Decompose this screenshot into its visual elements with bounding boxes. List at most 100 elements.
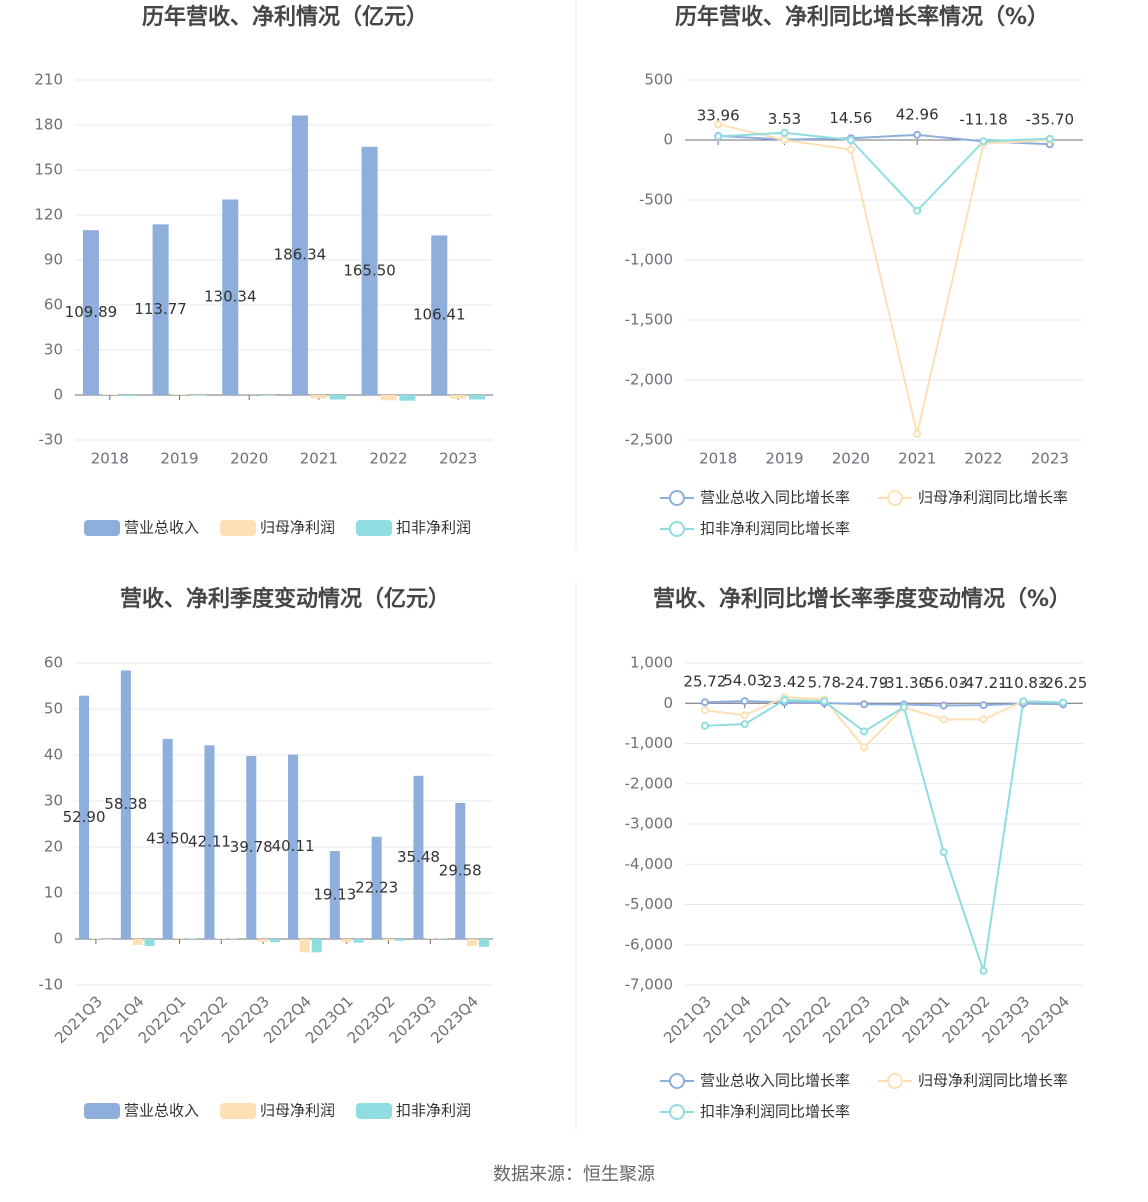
value-label: -26.25 [1039,674,1087,692]
legend-label: 营业总收入 [124,519,199,537]
x-tick-label: 2018 [699,450,737,468]
bar [478,939,489,947]
point [913,130,922,139]
bar [291,115,308,396]
x-tick-label: 2020 [832,450,870,468]
legend-marker [887,1073,903,1089]
legend-swatch [220,1103,256,1119]
legend-label: 营业总收入同比增长率 [700,1072,850,1090]
line [718,133,1050,146]
bar [174,938,185,939]
bar [171,394,188,395]
value-label: -56.03 [920,674,968,692]
chart-title: 营收、净利季度变动情况（亿元） [120,586,450,612]
y-tick-label: -7,000 [625,976,673,994]
bar [258,939,269,942]
point [979,701,988,710]
value-label: 29.58 [439,861,482,879]
point [820,697,829,706]
value-label: 186.34 [274,246,327,264]
y-tick-label: -6,000 [625,935,673,953]
y-tick-label: -1,000 [625,251,673,269]
point [913,206,922,215]
value-label: -11.18 [959,111,1007,129]
point [979,715,988,724]
legend-label: 营业总收入 [124,1102,199,1120]
point [700,706,709,715]
y-tick-label: -1,000 [625,734,673,752]
value-label: 54.03 [723,672,766,690]
value-label: -35.70 [1026,111,1074,129]
bar [467,939,478,946]
bar [82,230,99,395]
bar [329,851,340,939]
x-tick-label: 2018 [91,450,129,468]
chart-title: 历年营收、净利情况（亿元） [142,4,428,30]
y-tick-label: -1,500 [625,311,673,329]
x-tick-label: 2019 [765,450,803,468]
point [979,966,988,975]
value-label: 23.42 [763,673,806,691]
value-label: 39.78 [230,838,273,856]
point [939,715,948,724]
bar [455,802,466,939]
legend-label: 归母净利润 [260,1102,335,1120]
y-tick-label: -500 [639,191,673,209]
legend-swatch [356,1103,392,1119]
legend-label: 扣非净利润同比增长率 [700,520,850,538]
y-tick-label: -5,000 [625,895,673,913]
y-tick-label: 180 [34,116,63,134]
bar [413,775,424,939]
point [700,698,709,707]
x-tick-label: 2022 [369,450,407,468]
bar [120,395,137,396]
y-tick-label: -10 [39,976,64,994]
y-tick-label: 30 [44,792,63,810]
value-label: 165.50 [343,261,396,279]
value-label: 35.48 [397,848,440,866]
point [1045,134,1054,143]
legend-label: 归母净利润同比增长率 [918,489,1068,507]
x-tick-label: 2021 [300,450,338,468]
point [939,848,948,857]
point [1059,698,1068,707]
bar [395,939,406,941]
value-label: -47.21 [959,674,1007,692]
point [714,120,723,129]
point [846,145,855,154]
x-tick-label: 2021 [898,450,936,468]
line [704,696,1064,750]
y-tick-label: 30 [44,341,63,359]
legend-swatch [220,520,256,536]
y-tick-label: -2,500 [625,431,673,449]
y-tick-label: 60 [44,654,63,672]
legend-label: 归母净利润 [260,519,335,537]
legend-swatch [84,1103,120,1119]
x-tick-label: 2023 [439,450,477,468]
bar [144,939,155,946]
y-tick-label: 50 [44,700,63,718]
value-label: 42.96 [896,105,939,123]
y-tick-label: -3,000 [625,815,673,833]
legend-marker [669,521,685,537]
value-label: 40.11 [272,837,315,855]
bar [101,394,118,395]
legend-label: 扣非净利润同比增长率 [700,1103,850,1121]
source-note: 数据来源：恒生聚源 [493,1164,655,1185]
bar [162,738,173,939]
bar [222,199,239,395]
value-label: 14.56 [829,109,872,127]
x-tick-label: 2022 [964,450,1002,468]
point [780,696,789,705]
bar [152,224,169,395]
value-label: 58.38 [104,795,147,813]
bar [310,395,327,399]
point [860,727,869,736]
value-label: 43.50 [146,829,189,847]
y-tick-label: 0 [663,131,673,149]
y-tick-label: 60 [44,296,63,314]
x-tick-label: 2020 [230,450,268,468]
y-tick-label: -30 [39,431,64,449]
bar [204,745,215,939]
